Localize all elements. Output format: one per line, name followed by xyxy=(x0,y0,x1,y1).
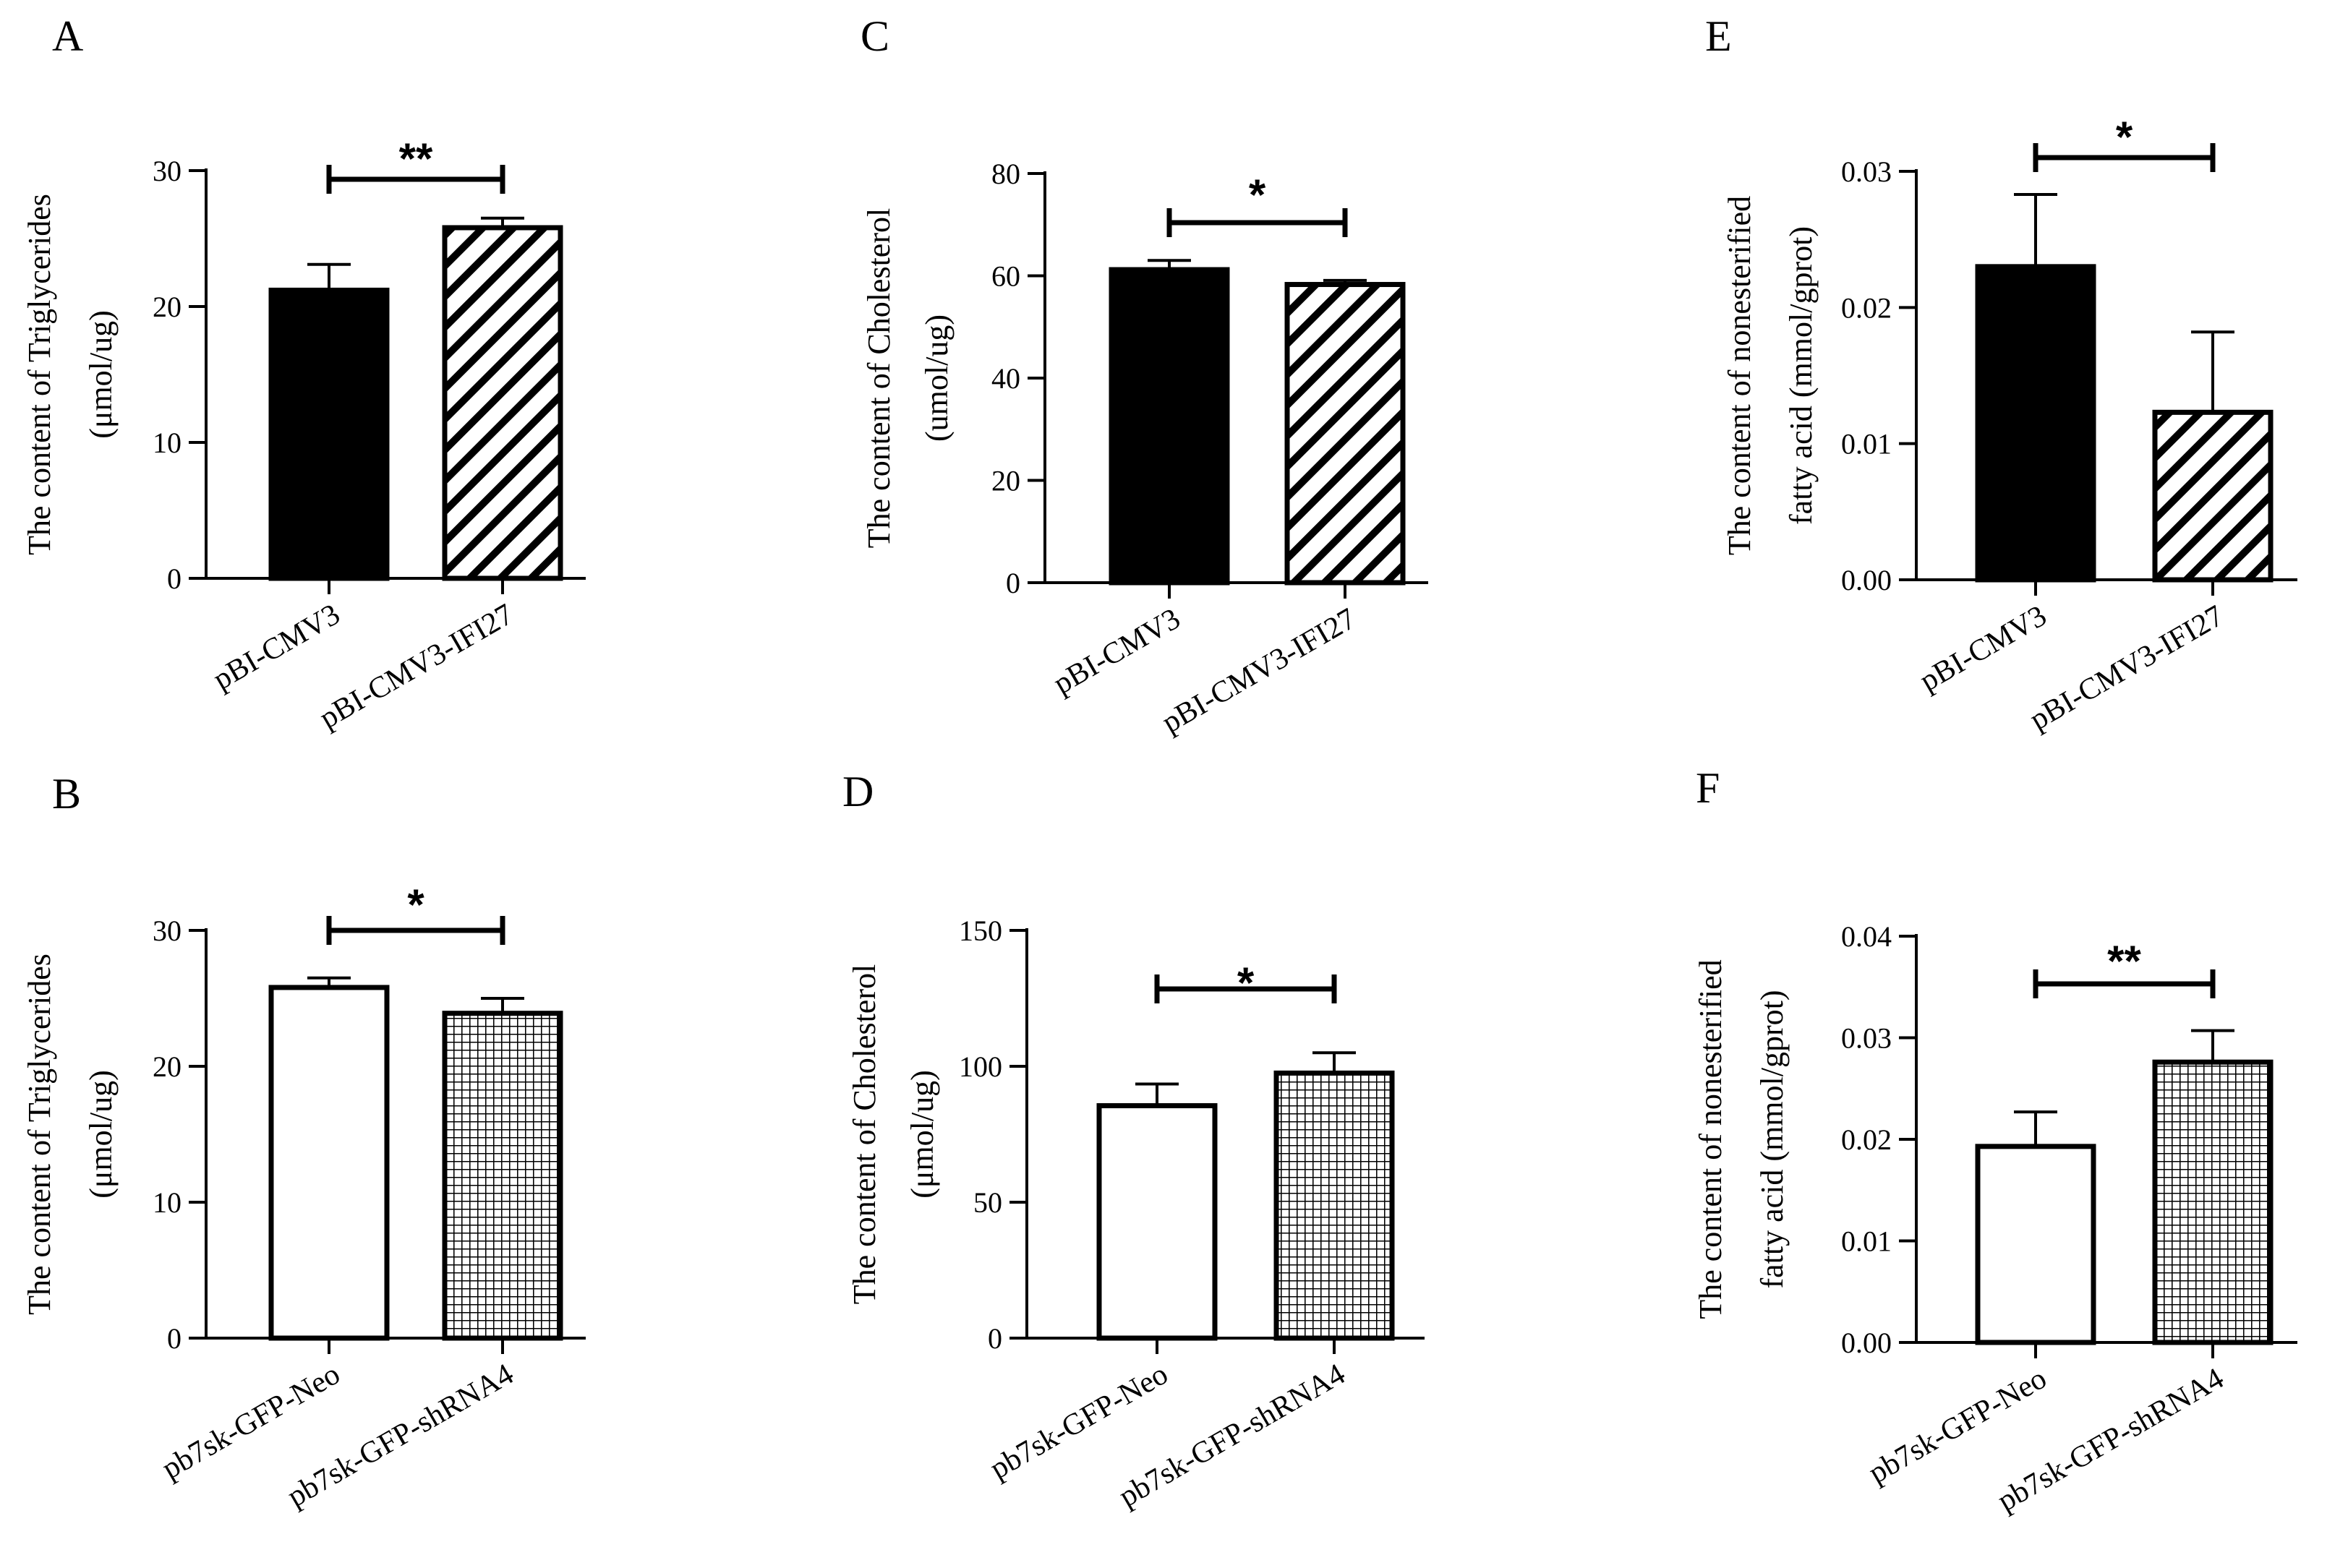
y-tick-label: 0.03 xyxy=(1841,1022,1892,1055)
y-tick-label: 0.01 xyxy=(1841,428,1892,460)
y-axis-title: fatty acid (mmol/gprot) xyxy=(1754,990,1790,1289)
bar-pbi-cmv3 xyxy=(1975,264,2096,583)
y-axis-title: The content of Triglycerides xyxy=(22,194,57,555)
y-tick-label: 60 xyxy=(991,260,1020,293)
y-tick-label: 0 xyxy=(167,1322,182,1355)
x-tick-label: pBI-CMV3 xyxy=(1914,599,2052,698)
y-axis-title: The content of Cholesterol xyxy=(861,208,897,548)
y-axis-title: The content of Cholesterol xyxy=(847,964,882,1304)
bar-pb7sk-gfp-shrna4 xyxy=(2152,1059,2274,1345)
panel-label: C xyxy=(861,12,889,60)
y-tick-label: 30 xyxy=(153,914,182,947)
y-tick-label: 0 xyxy=(988,1322,1002,1355)
y-tick-label: 20 xyxy=(153,1050,182,1083)
panel-label: B xyxy=(52,770,81,818)
x-tick-label: pBI-CMV3-IFI27 xyxy=(2024,599,2229,737)
y-tick-label: 40 xyxy=(991,362,1020,395)
y-tick-label: 10 xyxy=(153,1186,182,1219)
y-axis-title: The content of nonesterified xyxy=(1693,959,1728,1319)
y-axis-title: (μmol/ug) xyxy=(905,1070,940,1199)
panel-e: E 0.00 0.01 0.02 0.03 The content of nonester… xyxy=(1705,12,2297,737)
panel-label: F xyxy=(1696,764,1720,812)
panel-b: B 0 10 20 30 The content of Triglycerides (μmo… xyxy=(22,770,586,1514)
y-tick-label: 0.03 xyxy=(1841,155,1892,188)
bar-pb7sk-gfp-neo xyxy=(1975,1144,2096,1345)
y-axis-title: (μmol/ug) xyxy=(83,310,119,439)
y-axis-title: The content of Triglycerides xyxy=(22,954,57,1315)
y-tick-label: 0.02 xyxy=(1841,291,1892,324)
y-tick-label: 80 xyxy=(991,158,1020,190)
bar-pb7sk-gfp-shrna4 xyxy=(1273,1070,1395,1341)
y-tick-label: 10 xyxy=(153,427,182,459)
y-tick-label: 0.00 xyxy=(1841,564,1892,596)
significance-marker: * xyxy=(1237,959,1255,1007)
bar-pbi-cmv3-ifi27 xyxy=(442,225,563,581)
significance-marker: * xyxy=(2116,113,2133,161)
bar-pbi-cmv3 xyxy=(1109,267,1230,586)
x-tick-label: pBI-CMV3 xyxy=(1048,602,1186,701)
y-axis-title: (umol/ug) xyxy=(919,314,955,442)
panel-label: A xyxy=(52,12,83,60)
significance-marker: ** xyxy=(2107,937,2141,985)
y-tick-label: 150 xyxy=(959,914,1002,947)
bar-pbi-cmv3-ifi27 xyxy=(2152,409,2274,583)
significance-marker: * xyxy=(1249,171,1266,219)
y-tick-label: 0.01 xyxy=(1841,1225,1892,1258)
x-tick-label: pBI-CMV3-IFI27 xyxy=(1156,602,1362,740)
y-tick-label: 0 xyxy=(1006,567,1020,599)
bar-pbi-cmv3-ifi27 xyxy=(1284,282,1406,586)
y-tick-label: 20 xyxy=(153,291,182,323)
y-tick-label: 0 xyxy=(167,562,182,595)
significance-marker: ** xyxy=(399,134,433,183)
y-tick-label: 20 xyxy=(991,465,1020,497)
bar-pb7sk-gfp-neo xyxy=(1096,1103,1218,1341)
bar-pbi-cmv3 xyxy=(268,287,390,581)
y-tick-label: 0.04 xyxy=(1841,920,1892,953)
panel-f: F 0.00 0.01 0.02 0.03 0.04 The content of none… xyxy=(1693,764,2297,1518)
y-tick-label: 50 xyxy=(973,1186,1002,1219)
significance-marker: * xyxy=(407,881,424,929)
bar-pb7sk-gfp-shrna4 xyxy=(442,1011,563,1341)
panel-label: D xyxy=(842,768,874,815)
y-axis-title: fatty acid (mmol/gprot) xyxy=(1783,226,1819,525)
y-axis-title: (μmol/ug) xyxy=(83,1070,119,1199)
panel-label: E xyxy=(1705,12,1732,60)
panel-a: A 0 10 20 30 The content of Triglycerides (μmo… xyxy=(22,12,586,735)
bar-pb7sk-gfp-neo xyxy=(268,985,390,1341)
y-axis-title: The content of nonesterified xyxy=(1722,196,1757,555)
y-tick-label: 30 xyxy=(153,155,182,187)
y-tick-label: 100 xyxy=(959,1050,1002,1083)
y-tick-label: 0.02 xyxy=(1841,1123,1892,1156)
x-tick-label: pBI-CMV3-IFI27 xyxy=(314,598,519,735)
panel-c: C 0 20 40 60 80 The content of Cholesterol (umo… xyxy=(861,12,1428,740)
y-tick-label: 0.00 xyxy=(1841,1327,1892,1359)
x-tick-label: pBI-CMV3 xyxy=(208,598,346,697)
panel-d: D 0 50 100 150 The content of Cholesterol (μmo… xyxy=(842,768,1425,1514)
